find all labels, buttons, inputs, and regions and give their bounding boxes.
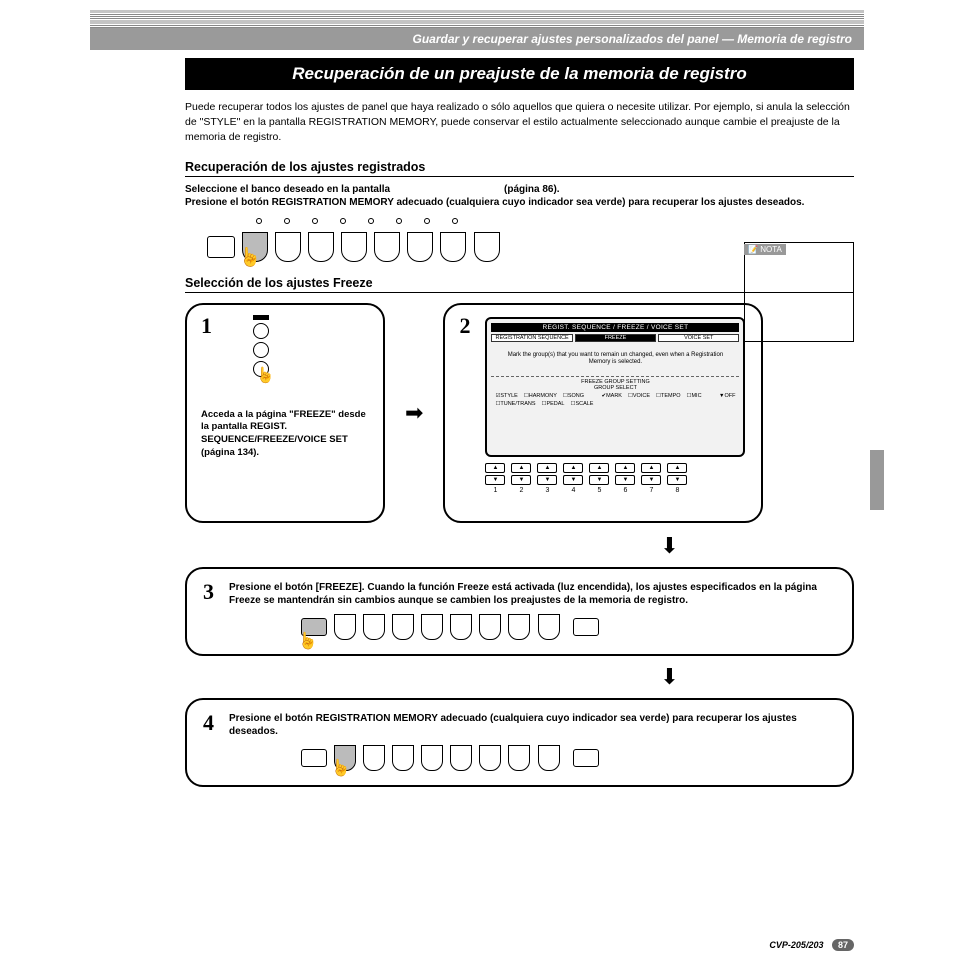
- reg-button-7: [440, 232, 466, 262]
- arrow-right-icon: ➡: [405, 400, 423, 426]
- step-1-box: 1 ☝ Acceda a la página "FREEZE" desde la…: [185, 303, 385, 523]
- model-label: CVP-205/203: [769, 940, 823, 950]
- intro-text: Puede recuperar todos los ajustes de pan…: [185, 100, 854, 146]
- hand-icon: ☝: [256, 366, 275, 384]
- step-1-num: 1: [201, 313, 212, 339]
- step-3-box: 3 Presione el botón [FREEZE]. Cuando la …: [185, 567, 854, 656]
- reg-button-6: [407, 232, 433, 262]
- arrow-down-icon: ⬇: [485, 664, 854, 690]
- header-breadcrumb: Guardar y recuperar ajustes personalizad…: [90, 28, 864, 50]
- freeze-button: ☝: [301, 618, 327, 636]
- hand-icon: ☝: [331, 758, 351, 778]
- reg-button-1: ☝: [242, 232, 268, 262]
- note-label: 📝 NOTA: [744, 244, 786, 255]
- reg-button: ☝: [334, 745, 356, 771]
- button-row-4: ☝: [299, 745, 834, 771]
- page-title: Recuperación de un preajuste de la memor…: [185, 58, 854, 90]
- footer: CVP-205/203 87: [769, 940, 854, 950]
- step-2-num: 2: [459, 313, 470, 339]
- section1-heading: Recuperación de los ajustes registrados: [185, 160, 854, 177]
- screen-checkboxes: ☑STYLE ☐HARMONY ☐SONG ✔MARK ☐VOICE ☐TEMP…: [495, 393, 735, 407]
- screen-message: Mark the group(s) that you want to remai…: [497, 352, 733, 366]
- step-3-text: Presione el botón [FREEZE]. Cuando la fu…: [229, 581, 834, 608]
- screen-tab: REGISTRATION SEQUENCE: [491, 334, 572, 342]
- step-4-num: 4: [203, 710, 214, 736]
- reg-button-8: [474, 232, 500, 262]
- step-3-num: 3: [203, 579, 214, 605]
- page-number: 87: [832, 939, 854, 951]
- reg-button-5: [374, 232, 400, 262]
- arrow-down-icon: ⬇: [485, 533, 854, 559]
- hand-icon: ☝: [298, 631, 318, 651]
- screen-title: REGIST. SEQUENCE / FREEZE / VOICE SET: [491, 323, 739, 332]
- reg-button-2: [275, 232, 301, 262]
- reg-button-3: [308, 232, 334, 262]
- under-screen-buttons: ▲▼1 ▲▼2 ▲▼3 ▲▼4 ▲▼5 ▲▼6 ▲▼7 ▲▼8: [485, 463, 747, 494]
- step-2-box: 2 REGIST. SEQUENCE / FREEZE / VOICE SET …: [443, 303, 763, 523]
- vertical-buttons: ☝: [253, 315, 269, 380]
- reg-button-4: [341, 232, 367, 262]
- button-row-3: ☝: [299, 614, 834, 640]
- header-stripes: [90, 10, 864, 28]
- step-4-text: Presione el botón REGISTRATION MEMORY ad…: [229, 712, 834, 739]
- step-1-text: Acceda a la página "FREEZE" desde la pan…: [201, 409, 369, 460]
- hand-icon: ☝: [239, 247, 261, 268]
- section1-text: Seleccione el banco deseado en la pantal…: [185, 183, 854, 210]
- screen-tab: VOICE SET: [658, 334, 739, 342]
- step-4-box: 4 Presione el botón REGISTRATION MEMORY …: [185, 698, 854, 787]
- memory-button: [207, 236, 235, 258]
- lcd-screen: REGIST. SEQUENCE / FREEZE / VOICE SET RE…: [485, 317, 745, 457]
- screen-tab: FREEZE: [575, 334, 656, 342]
